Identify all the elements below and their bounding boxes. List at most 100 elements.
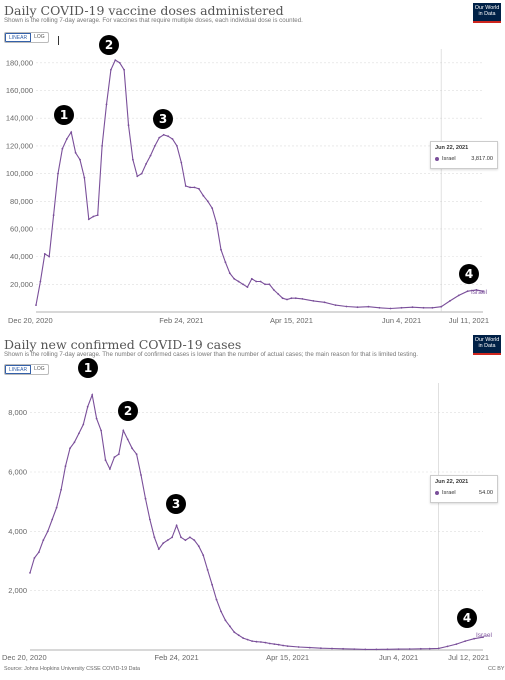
data-point	[437, 647, 440, 650]
data-point	[268, 642, 271, 645]
data-point	[277, 643, 280, 646]
data-point	[74, 151, 77, 154]
data-point	[113, 456, 116, 459]
data-point	[149, 154, 152, 157]
data-point	[82, 423, 85, 426]
data-point	[206, 200, 209, 203]
data-point	[105, 103, 108, 106]
data-point	[320, 647, 322, 650]
x-tick-label: Dec 20, 2020	[8, 316, 53, 325]
annotation-badge-2: 2	[99, 35, 119, 55]
owid-logo[interactable]: Our World in Data	[473, 3, 501, 23]
y-tick-label: 80,000	[10, 197, 33, 206]
annotation-badge-1: 1	[54, 105, 74, 125]
data-point	[264, 283, 266, 286]
data-point	[386, 648, 389, 651]
data-point	[110, 68, 112, 71]
owid-logo[interactable]: Our World in Data	[473, 335, 501, 355]
data-point	[65, 138, 68, 140]
data-point	[118, 61, 121, 64]
data-point	[457, 294, 460, 297]
data-point	[180, 161, 183, 164]
data-point	[122, 429, 125, 432]
x-tick-label: Apr 15, 2021	[270, 316, 313, 325]
data-point	[100, 429, 102, 432]
series-end-label: Israel	[476, 632, 492, 639]
scale-toggle: LINEAR LOG	[4, 32, 49, 43]
data-point	[184, 539, 187, 542]
data-point	[378, 306, 381, 309]
data-point	[123, 68, 125, 71]
data-point	[95, 417, 98, 420]
log-scale-button[interactable]: LOG	[34, 34, 45, 40]
data-point	[114, 59, 117, 61]
data-point	[162, 542, 165, 545]
data-point	[431, 306, 434, 309]
linear-scale-button[interactable]: LINEAR	[5, 33, 32, 42]
data-point	[428, 647, 431, 650]
data-point	[220, 610, 222, 613]
data-point	[46, 530, 49, 533]
annotation-badge-1: 1	[78, 358, 98, 378]
series-dot-icon	[435, 156, 439, 161]
data-point	[419, 647, 422, 650]
log-scale-button[interactable]: LOG	[34, 366, 45, 372]
tooltip-date: Jun 22, 2021	[435, 479, 469, 485]
data-point	[101, 145, 103, 147]
data-point	[60, 488, 62, 491]
data-point	[87, 218, 90, 221]
data-point	[158, 136, 161, 139]
data-point	[242, 637, 245, 639]
data-point	[242, 283, 244, 286]
data-point	[96, 214, 99, 217]
data-point	[389, 307, 392, 310]
y-tick-label: 160,000	[6, 86, 33, 95]
data-point	[132, 158, 134, 161]
data-point	[140, 474, 142, 476]
data-point	[83, 176, 86, 179]
y-tick-label: 6,000	[8, 468, 27, 477]
data-point	[145, 163, 148, 165]
data-point	[367, 305, 370, 308]
logo-line-2: in Data	[478, 11, 496, 17]
license-link[interactable]: CC BY	[488, 666, 505, 672]
x-tick-label: Jul 12, 2021	[448, 653, 489, 662]
x-tick-label: Feb 24, 2021	[154, 653, 198, 662]
x-tick-label: Feb 24, 2021	[159, 316, 203, 325]
data-point	[104, 459, 107, 461]
data-point	[286, 645, 289, 647]
y-tick-label: 8,000	[8, 408, 27, 417]
data-point	[400, 306, 403, 309]
data-point	[466, 290, 469, 293]
data-point	[136, 175, 139, 178]
data-point	[211, 583, 214, 586]
data-point	[455, 643, 458, 645]
data-point	[167, 135, 170, 138]
data-point	[250, 277, 253, 280]
data-point	[48, 255, 51, 258]
series-end-label: Israel	[471, 289, 487, 296]
tooltip-row: Israel 54.00	[435, 490, 493, 496]
data-point	[127, 124, 130, 126]
text-cursor-icon	[58, 36, 59, 45]
data-point	[342, 647, 344, 650]
data-point	[166, 539, 169, 542]
linear-scale-button[interactable]: LINEAR	[5, 365, 32, 374]
data-point	[69, 447, 71, 450]
data-point	[281, 297, 284, 300]
data-point	[233, 277, 236, 280]
data-point	[422, 306, 425, 309]
data-point	[39, 280, 42, 283]
data-point	[364, 648, 367, 651]
x-tick-label: Apr 15, 2021	[266, 653, 309, 662]
data-point	[52, 214, 55, 217]
data-point	[397, 648, 400, 650]
data-point	[198, 187, 200, 190]
annotation-badge-4: 4	[459, 264, 479, 284]
data-point	[193, 539, 196, 542]
data-point	[149, 518, 151, 521]
data-point	[482, 290, 484, 293]
data-point	[197, 545, 200, 548]
data-point	[79, 158, 81, 161]
